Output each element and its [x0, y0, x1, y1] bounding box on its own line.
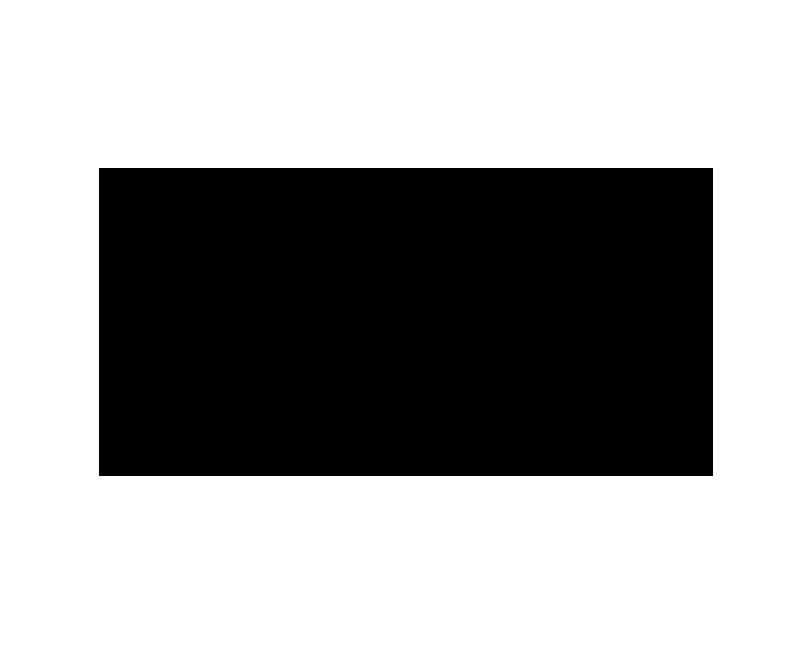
word-cloud-svg	[99, 168, 713, 476]
word-cloud-canvas	[99, 168, 713, 476]
